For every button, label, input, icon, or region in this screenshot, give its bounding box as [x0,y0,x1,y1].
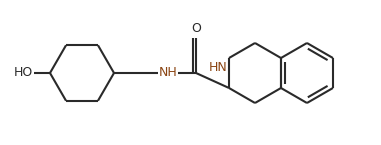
Text: HO: HO [14,67,33,79]
Text: O: O [191,22,201,36]
Text: NH: NH [159,67,178,79]
Text: HN: HN [208,61,227,74]
